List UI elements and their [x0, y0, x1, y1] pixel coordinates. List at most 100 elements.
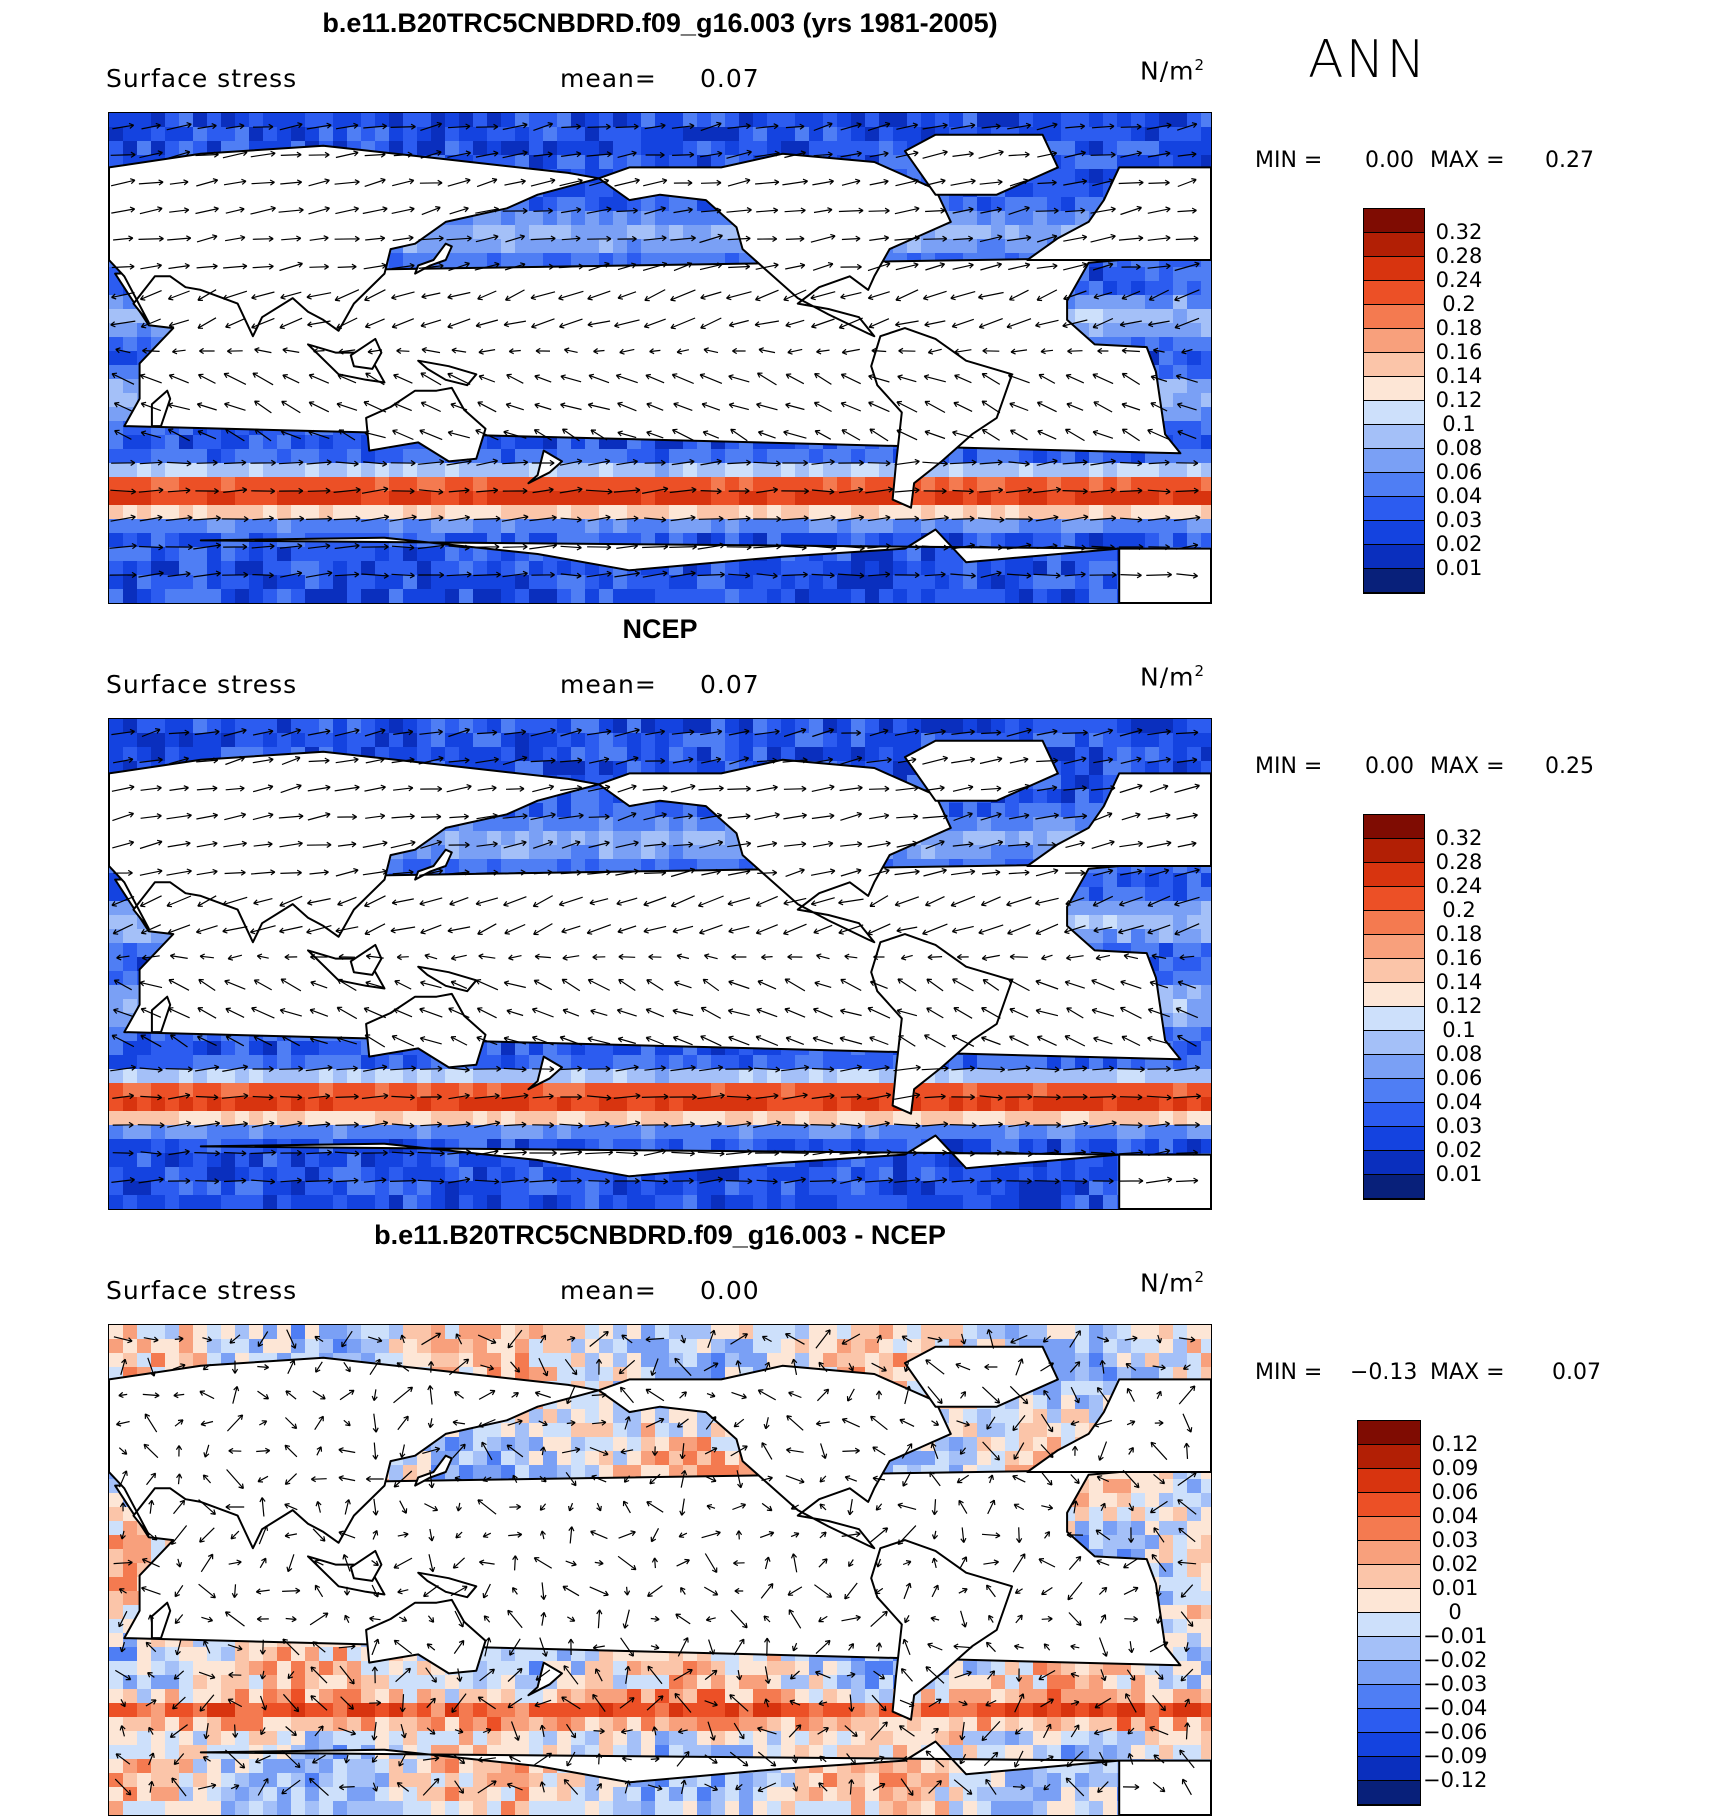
vector-arrow: [1119, 783, 1143, 794]
vector-arrow: [838, 317, 863, 330]
vector-arrow: [482, 1728, 492, 1734]
vector-arrow: [953, 1643, 973, 1650]
vector-arrow: [755, 1092, 779, 1100]
vector-arrow: [1175, 487, 1199, 494]
vector-arrow: [252, 123, 274, 131]
vector-arrow: [1035, 812, 1059, 820]
vector-arrow: [927, 1642, 943, 1651]
vector-arrow: [119, 1641, 126, 1653]
vector-arrow: [396, 347, 410, 354]
vector-arrow: [140, 1034, 162, 1048]
vector-arrow: [764, 1556, 771, 1570]
vector-arrow: [896, 1008, 918, 1017]
vector-arrow: [1033, 572, 1061, 579]
vector-arrow: [1066, 1750, 1084, 1768]
vector-arrow: [587, 235, 612, 242]
vector-arrow: [979, 1121, 1004, 1128]
vector-arrow: [728, 572, 751, 579]
vector-arrow: [1149, 980, 1169, 989]
vector-arrow: [530, 812, 556, 821]
vector-arrow: [257, 1777, 269, 1796]
vector-arrow: [1014, 1693, 1025, 1713]
vector-arrow: [197, 317, 217, 329]
vector-arrow: [477, 1696, 497, 1710]
vector-arrow: [396, 1362, 410, 1372]
vector-arrow: [728, 487, 750, 495]
vector-arrow: [141, 728, 161, 738]
colorbar-swatch: [1364, 449, 1424, 473]
vector-arrow: [925, 1666, 945, 1684]
vector-arrow: [340, 1696, 354, 1710]
vector-arrow: [448, 1176, 471, 1184]
vector-arrow: [903, 1582, 912, 1600]
vector-arrow: [450, 1585, 468, 1597]
vector-arrow: [758, 347, 776, 354]
vector-arrow: [307, 728, 331, 736]
vector-arrow: [1093, 1727, 1112, 1736]
vector-arrow: [700, 812, 723, 820]
vector-arrow: [896, 429, 918, 441]
vector-arrow: [1177, 207, 1197, 214]
vector-arrow: [790, 1553, 798, 1573]
vector-arrow: [592, 1644, 605, 1651]
vector-arrow: [815, 1670, 831, 1679]
vector-arrow: [1062, 729, 1088, 736]
vector-arrow: [979, 544, 1003, 551]
vector-arrow: [531, 459, 555, 467]
vector-arrow: [894, 544, 920, 551]
vector-arrow: [168, 149, 191, 159]
vector-arrow: [365, 235, 386, 242]
vector-arrow: [902, 1638, 911, 1656]
vector-arrow: [899, 1418, 915, 1427]
vector-arrow: [812, 840, 834, 848]
vector-arrow: [559, 1035, 583, 1046]
vector-arrow: [754, 320, 779, 328]
vector-arrow: [1063, 813, 1088, 820]
vector-arrow: [280, 179, 303, 186]
vector-arrow: [1100, 1502, 1106, 1512]
vector-arrow: [483, 1615, 491, 1623]
colorbar-swatch: [1364, 815, 1424, 839]
vector-arrow: [670, 289, 696, 302]
vector-arrow: [703, 347, 719, 354]
vector-arrow: [562, 1008, 580, 1017]
vector-arrow: [726, 291, 752, 301]
vector-arrow: [680, 1586, 686, 1595]
vector-arrow: [1175, 373, 1198, 383]
vector-arrow: [959, 1447, 967, 1455]
vector-arrow: [447, 177, 471, 187]
vector-arrow: [512, 1555, 519, 1571]
colorbar-label: 0.04: [1435, 1090, 1483, 1114]
vector-arrow: [810, 544, 837, 551]
vector-arrow: [338, 1643, 356, 1650]
vector-arrow: [979, 756, 1003, 765]
coastline: [903, 1345, 1059, 1408]
vector-arrow: [987, 1499, 996, 1515]
vector-arrow: [676, 1751, 690, 1767]
vector-arrow: [371, 1560, 379, 1567]
vector-arrow: [840, 841, 863, 848]
vector-arrow: [257, 1390, 270, 1400]
vector-arrow: [1149, 1641, 1169, 1653]
vector-arrow: [1174, 783, 1200, 794]
vector-arrow: [810, 897, 835, 907]
vector-arrow: [1176, 459, 1199, 467]
vector-arrow: [476, 177, 498, 188]
vector-arrow: [1119, 1149, 1144, 1156]
vector-arrow: [952, 488, 974, 495]
vector-arrow: [252, 756, 274, 764]
vector-arrow: [619, 1697, 635, 1709]
vector-arrow: [1118, 1177, 1144, 1185]
vector-arrow: [199, 953, 214, 960]
vector-arrow: [197, 895, 217, 907]
vector-arrow: [222, 1120, 249, 1128]
vector-arrow: [533, 869, 553, 876]
vector-arrow: [418, 514, 444, 522]
vector-arrow: [960, 1610, 968, 1628]
vector-arrow: [334, 784, 360, 792]
vector-arrow: [139, 150, 163, 159]
units-label: N/m2: [1140, 1268, 1206, 1298]
vector-arrow: [950, 122, 976, 130]
vector-arrow: [110, 1064, 137, 1072]
vector-arrow: [592, 1419, 607, 1426]
